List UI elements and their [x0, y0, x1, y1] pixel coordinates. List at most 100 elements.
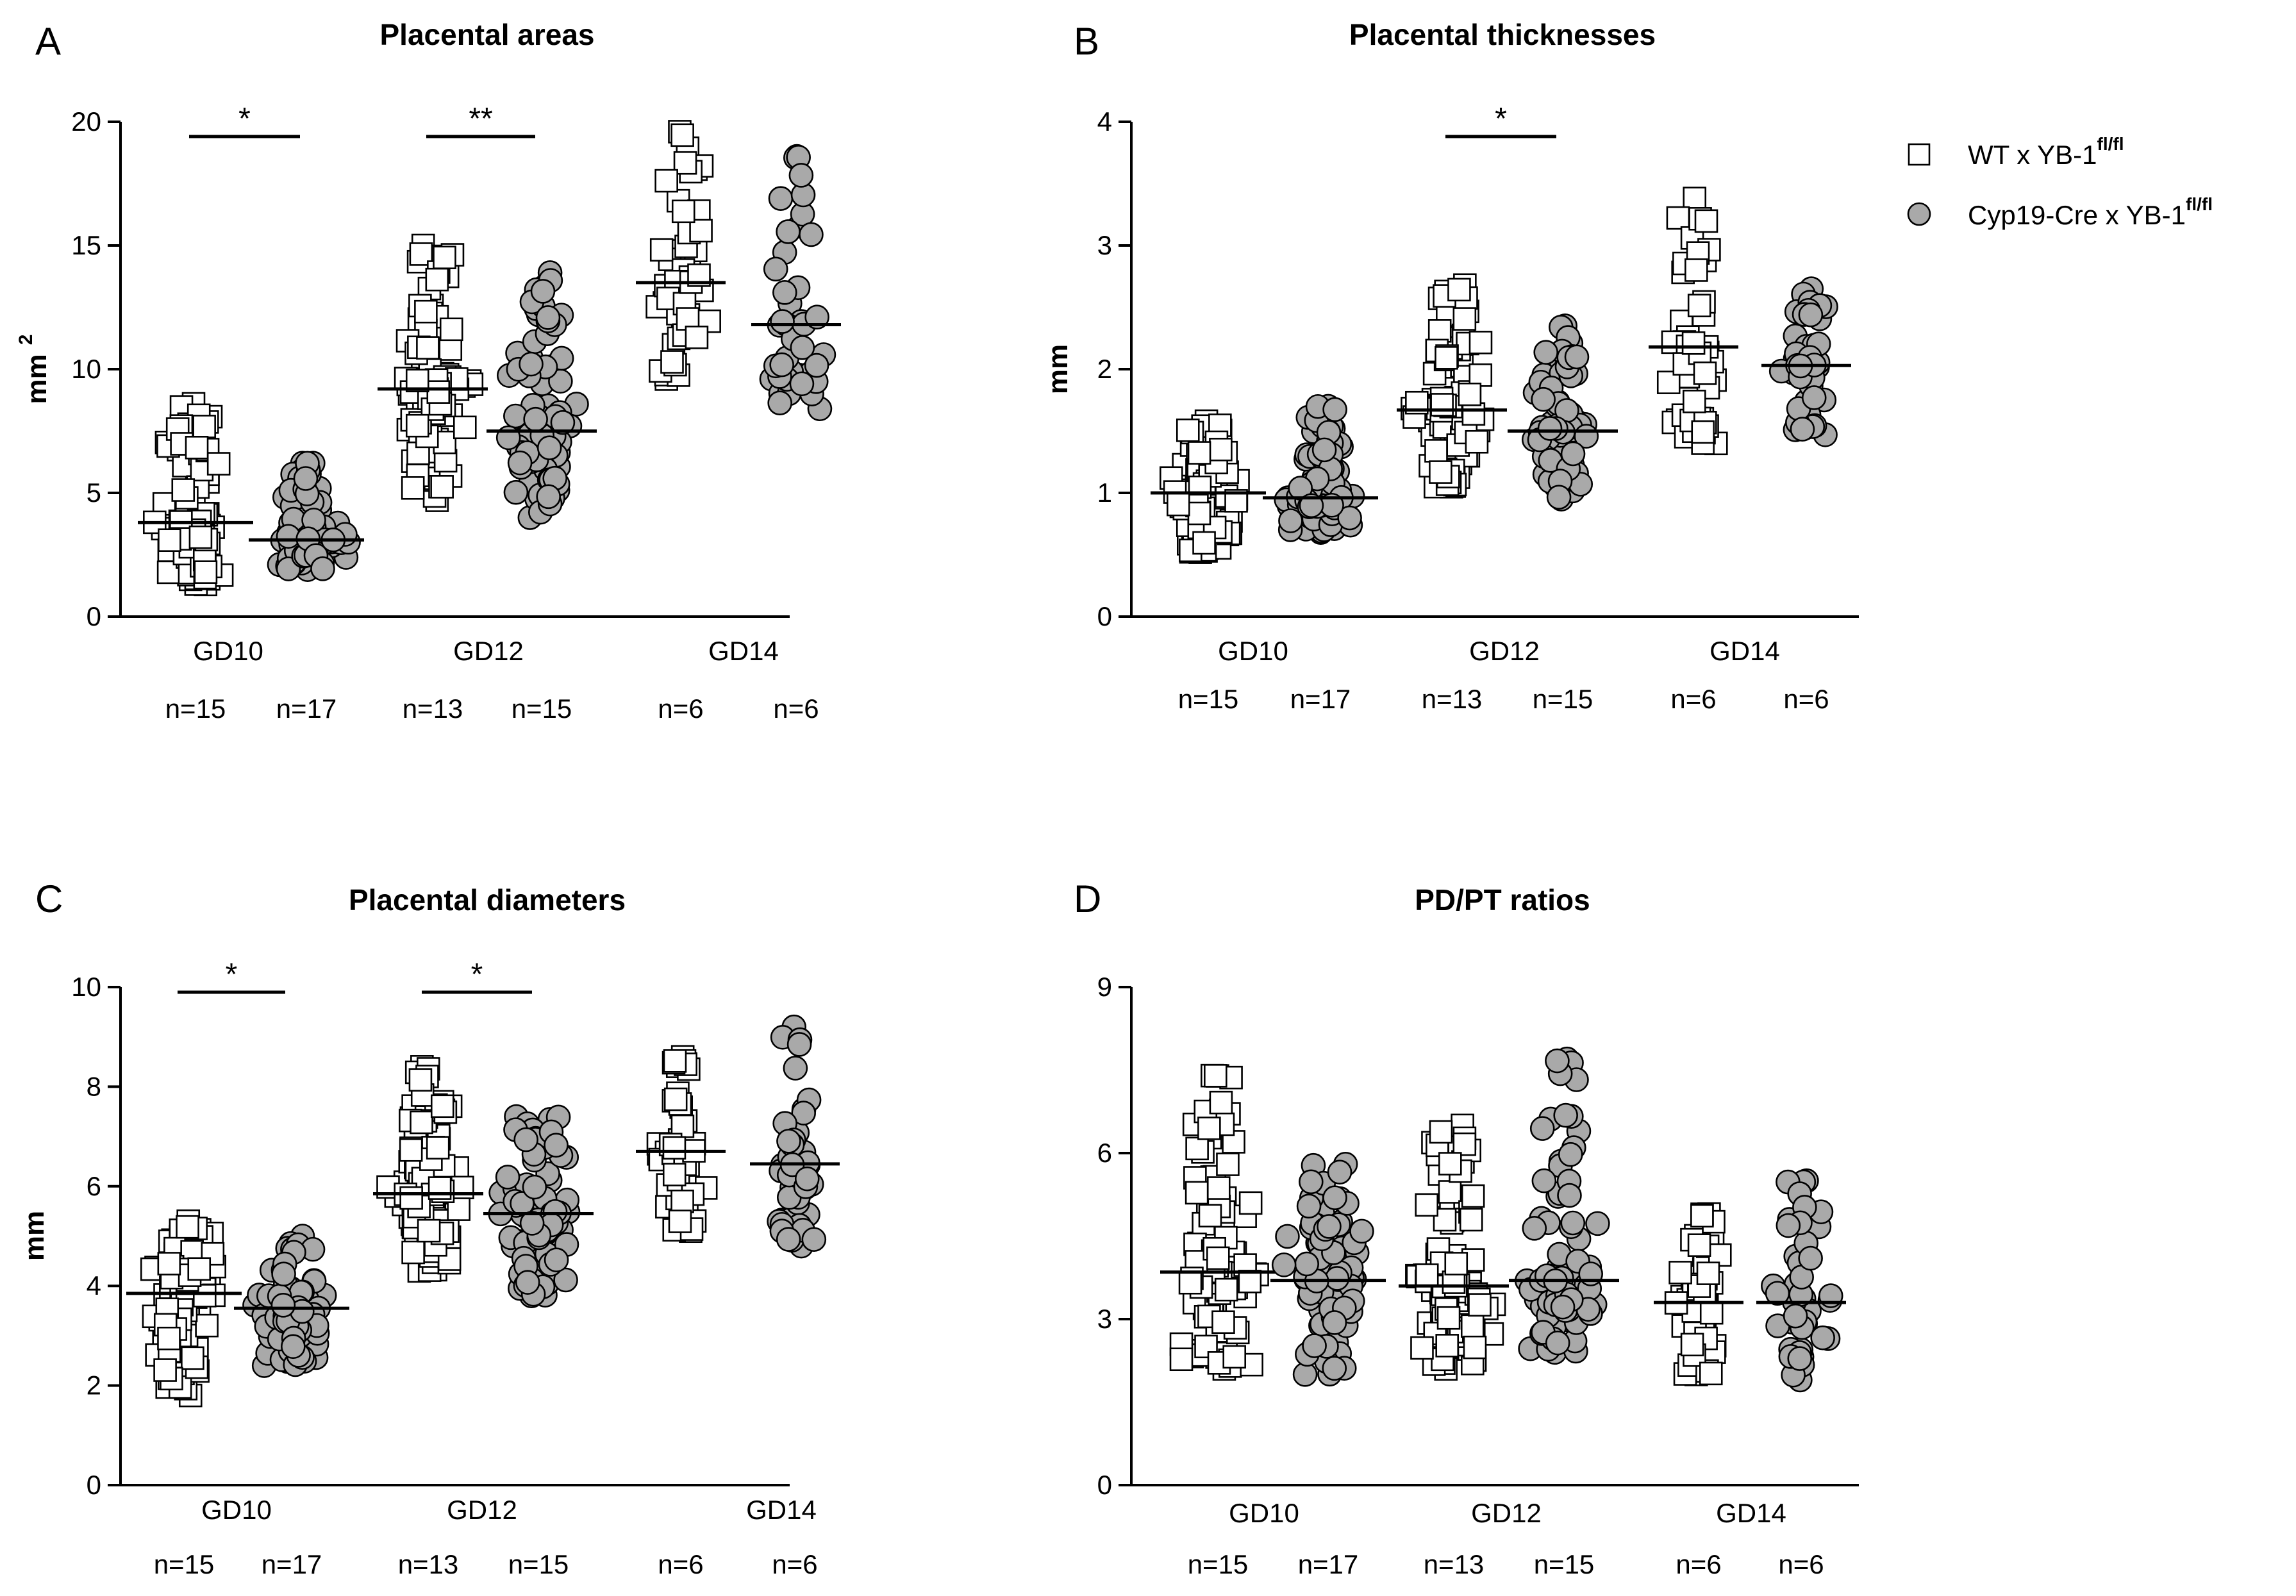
data-point — [1322, 1185, 1347, 1210]
data-point — [181, 1346, 204, 1370]
data-point — [158, 528, 181, 553]
data-point — [1465, 429, 1489, 454]
data-point — [1444, 1252, 1468, 1276]
data-point — [1222, 1345, 1247, 1369]
panel-letter: D — [1074, 877, 1101, 920]
data-point — [663, 1049, 687, 1073]
data-point — [503, 479, 529, 505]
data-point — [495, 1165, 520, 1190]
data-point — [1429, 460, 1452, 484]
data-point — [1452, 1132, 1477, 1156]
data-point — [417, 1218, 441, 1243]
data-point — [1178, 1270, 1202, 1295]
y-tick-label: 0 — [1097, 1470, 1112, 1500]
data-point — [768, 186, 794, 211]
x-category-label: GD12 — [447, 1495, 517, 1525]
data-point — [270, 1292, 296, 1318]
y-tick-label: 3 — [1097, 230, 1112, 260]
data-point — [1560, 441, 1586, 467]
data-point — [663, 1087, 688, 1111]
data-point — [1299, 1169, 1324, 1195]
data-point — [399, 1138, 423, 1162]
data-point — [1327, 1160, 1352, 1185]
data-point — [410, 1110, 433, 1135]
data-point — [1176, 418, 1200, 442]
data-point — [1209, 1090, 1233, 1115]
data-point — [1167, 492, 1190, 517]
data-point — [1438, 1152, 1462, 1176]
n-label: n=6 — [1783, 684, 1829, 714]
data-point — [1810, 1325, 1835, 1351]
data-point — [426, 1136, 450, 1160]
x-category-label: GD14 — [1710, 636, 1780, 666]
data-point — [1452, 307, 1477, 331]
data-point — [1198, 1204, 1222, 1227]
series-wt — [1160, 1063, 1743, 1386]
y-axis-label: mm2 — [15, 335, 53, 404]
data-point — [1427, 319, 1452, 343]
chart-title: PD/PT ratios — [1415, 883, 1590, 917]
n-label: n=13 — [398, 1549, 459, 1579]
data-point — [1691, 420, 1715, 444]
data-point — [1197, 1117, 1221, 1140]
data-point — [293, 466, 319, 491]
significance-label: * — [1495, 102, 1507, 136]
data-point — [310, 556, 335, 581]
data-point — [1187, 441, 1211, 465]
y-axis-label: mm — [19, 1211, 50, 1261]
data-point — [1468, 1293, 1492, 1317]
chart-panel-c: C Placental diameters mm 0 2 4 6 8 10 GD10 n=15 n=1… — [19, 877, 840, 1579]
data-point — [1459, 1208, 1483, 1232]
data-point — [530, 279, 556, 304]
series-cyp — [1270, 1046, 1846, 1393]
data-point — [1435, 346, 1458, 370]
data-point — [1787, 1346, 1813, 1371]
x-category-label: GD10 — [193, 636, 263, 666]
data-point — [519, 351, 544, 377]
data-point — [176, 1215, 199, 1239]
data-point — [194, 560, 218, 584]
data-point — [1424, 439, 1448, 463]
n-label: n=15 — [1533, 684, 1593, 714]
data-point — [791, 1101, 816, 1126]
data-point — [1429, 1120, 1453, 1144]
x-category-label: GD10 — [1218, 636, 1288, 666]
data-point — [776, 1227, 801, 1252]
legend-wt-marker — [1908, 143, 1931, 166]
data-point — [788, 163, 814, 188]
data-point — [157, 1252, 181, 1276]
data-point — [767, 390, 792, 415]
data-point — [426, 380, 451, 404]
data-point — [1585, 1211, 1610, 1236]
data-point — [1206, 1246, 1230, 1270]
n-label: n=13 — [1424, 1549, 1485, 1579]
data-point — [1296, 1193, 1322, 1219]
data-point — [187, 1257, 212, 1281]
data-point — [1558, 1142, 1583, 1167]
x-category-label: GD10 — [1229, 1498, 1299, 1528]
n-label: n=6 — [1676, 1549, 1721, 1579]
data-point — [1801, 385, 1827, 410]
significance-label: ** — [469, 102, 492, 136]
data-point — [1460, 1314, 1485, 1338]
n-label: n=6 — [658, 694, 703, 724]
n-label: n=6 — [658, 1549, 703, 1579]
data-point — [523, 406, 548, 432]
data-point — [1776, 1213, 1801, 1238]
data-point — [1317, 1214, 1342, 1239]
data-point — [670, 1190, 694, 1213]
n-label: n=6 — [773, 694, 819, 724]
y-tick-label: 6 — [87, 1171, 101, 1201]
data-point — [1211, 1310, 1235, 1334]
y-tick-label: 4 — [1097, 106, 1112, 137]
data-point — [783, 1056, 808, 1081]
n-label: n=6 — [772, 1549, 817, 1579]
n-label: n=17 — [262, 1549, 322, 1579]
data-point — [428, 1176, 452, 1200]
data-point — [668, 1209, 692, 1233]
data-point — [157, 1326, 181, 1351]
data-point — [1415, 1193, 1439, 1217]
chart-title: Placental areas — [379, 18, 594, 51]
data-point — [544, 1133, 569, 1158]
data-point — [786, 1032, 812, 1057]
